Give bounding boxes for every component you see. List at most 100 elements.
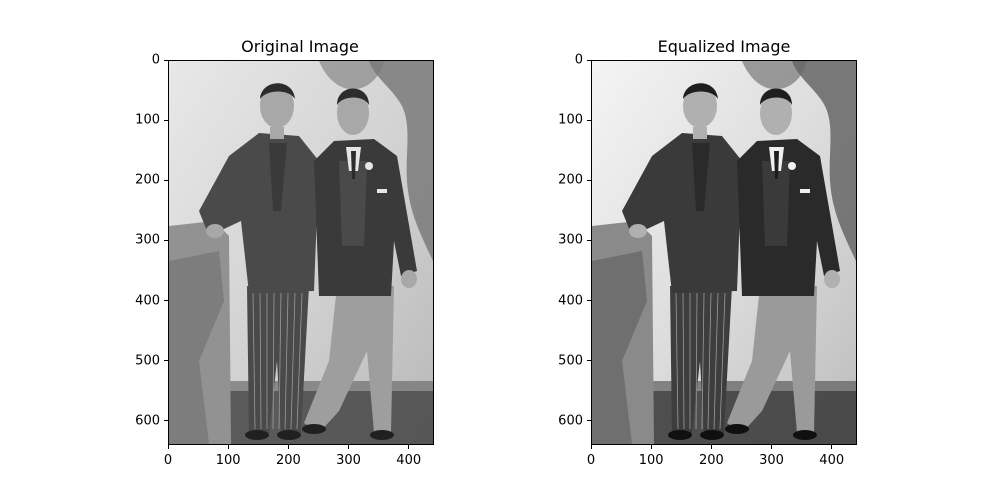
right-trouser-stripe bbox=[682, 292, 685, 430]
right-x-tick-label: 300 bbox=[759, 453, 784, 468]
left-trouser-stripe bbox=[272, 292, 275, 430]
right-y-tick-label: 300 bbox=[558, 232, 583, 248]
left-x-tick bbox=[348, 445, 350, 449]
right-left-man-jacket bbox=[622, 133, 742, 293]
right-left-man-neck bbox=[693, 127, 707, 139]
right-trouser-stripe bbox=[675, 292, 679, 430]
right-y-tick-label: 200 bbox=[558, 172, 583, 188]
right-trouser-stripe bbox=[707, 292, 712, 430]
right-y-tick-label: 400 bbox=[558, 293, 583, 309]
right-right-man-trousers bbox=[727, 286, 817, 433]
left-right-man-face bbox=[337, 91, 369, 135]
right-right-man-vest bbox=[762, 161, 790, 246]
right-tree-trunk bbox=[792, 61, 856, 261]
right-tree-branch bbox=[742, 61, 807, 90]
right-right-man-face bbox=[760, 91, 792, 135]
right-image-axes bbox=[591, 60, 857, 445]
right-x-tick bbox=[771, 445, 773, 449]
left-x-tick-label: 100 bbox=[215, 453, 241, 468]
right-x-tick-label: 100 bbox=[638, 453, 664, 468]
right-photo bbox=[592, 61, 856, 444]
left-x-tick bbox=[287, 445, 289, 449]
left-right-man-hand bbox=[401, 270, 417, 288]
left-left-man-lapel bbox=[269, 143, 287, 211]
left-y-tick bbox=[164, 179, 168, 181]
left-right-man-trousers bbox=[304, 286, 394, 433]
left-trouser-stripe bbox=[296, 292, 303, 430]
right-left-man-shoe bbox=[700, 430, 724, 440]
left-y-tick-label: 200 bbox=[135, 172, 160, 188]
left-left-man-neck bbox=[270, 127, 284, 139]
right-y-tick bbox=[587, 300, 591, 302]
right-trouser-stripe bbox=[713, 292, 719, 430]
left-y-tick bbox=[164, 420, 168, 422]
left-x-tick-label: 400 bbox=[396, 453, 422, 468]
left-right-man-shoe bbox=[370, 430, 394, 440]
right-right-man-tie bbox=[774, 151, 779, 179]
left-right-man-vest bbox=[339, 161, 367, 246]
right-left-man-hand bbox=[629, 224, 647, 238]
left-left-man-face bbox=[260, 84, 294, 128]
right-x-tick-label: 400 bbox=[819, 453, 845, 468]
right-y-tick bbox=[587, 420, 591, 422]
left-right-man-shoe bbox=[302, 424, 326, 434]
left-y-tick-label: 100 bbox=[135, 112, 160, 128]
right-trouser-stripe bbox=[701, 292, 705, 430]
left-y-tick bbox=[164, 360, 168, 362]
left-x-tick bbox=[408, 445, 410, 449]
left-left-man-shoe bbox=[245, 430, 269, 440]
left-right-man-tie bbox=[351, 151, 356, 179]
left-trouser-stripe bbox=[278, 292, 282, 430]
left-y-tick-label: 300 bbox=[135, 232, 160, 248]
left-image-title: Original Image bbox=[241, 37, 359, 56]
right-right-man-shoe bbox=[725, 424, 749, 434]
left-rock-shade bbox=[169, 251, 224, 444]
right-right-man-boutonniere bbox=[788, 162, 796, 170]
right-y-tick-label: 600 bbox=[558, 413, 583, 429]
right-right-man-shoe bbox=[793, 430, 817, 440]
right-y-tick bbox=[587, 119, 591, 121]
right-y-tick-label: 500 bbox=[558, 353, 583, 369]
right-x-tick-label: 0 bbox=[586, 453, 596, 468]
right-x-tick bbox=[710, 445, 712, 449]
left-tree-trunk bbox=[369, 61, 433, 261]
left-x-tick bbox=[227, 445, 229, 449]
right-rock-shade bbox=[592, 251, 647, 444]
right-x-tick bbox=[831, 445, 833, 449]
right-right-man-hand bbox=[824, 270, 840, 288]
left-y-tick-label: 500 bbox=[135, 353, 160, 369]
right-right-man-hair bbox=[760, 88, 792, 105]
right-x-tick bbox=[590, 445, 592, 449]
right-left-man-face bbox=[683, 84, 717, 128]
right-right-man-pocket-square bbox=[800, 189, 810, 193]
left-x-tick-label: 200 bbox=[275, 453, 301, 468]
left-tree-branch bbox=[319, 61, 384, 90]
left-photo bbox=[169, 61, 433, 444]
right-trouser-stripe bbox=[695, 292, 698, 430]
left-left-man-shoe bbox=[277, 430, 301, 440]
right-y-tick bbox=[587, 179, 591, 181]
right-x-tick-label: 200 bbox=[698, 453, 724, 468]
left-trouser-stripe bbox=[259, 292, 262, 430]
left-y-tick-label: 0 bbox=[151, 52, 160, 68]
left-y-tick bbox=[164, 119, 168, 121]
left-right-man-hair bbox=[337, 88, 369, 105]
left-y-tick-label: 600 bbox=[135, 413, 160, 429]
right-left-man-lapel bbox=[692, 143, 710, 211]
left-image-axes bbox=[168, 60, 434, 445]
right-y-tick-label: 100 bbox=[558, 112, 583, 128]
left-y-tick bbox=[164, 300, 168, 302]
right-y-tick bbox=[587, 59, 591, 61]
left-x-tick bbox=[167, 445, 169, 449]
left-trouser-stripe bbox=[252, 292, 256, 430]
left-y-tick bbox=[164, 239, 168, 241]
right-y-tick bbox=[587, 360, 591, 362]
left-left-man-jacket bbox=[199, 133, 319, 293]
left-y-tick-label: 400 bbox=[135, 293, 160, 309]
left-left-man-hair bbox=[260, 83, 295, 99]
left-trouser-stripe bbox=[290, 292, 296, 430]
left-x-tick-label: 0 bbox=[163, 453, 173, 468]
right-image-title: Equalized Image bbox=[657, 37, 791, 56]
left-left-man-hand bbox=[206, 224, 224, 238]
